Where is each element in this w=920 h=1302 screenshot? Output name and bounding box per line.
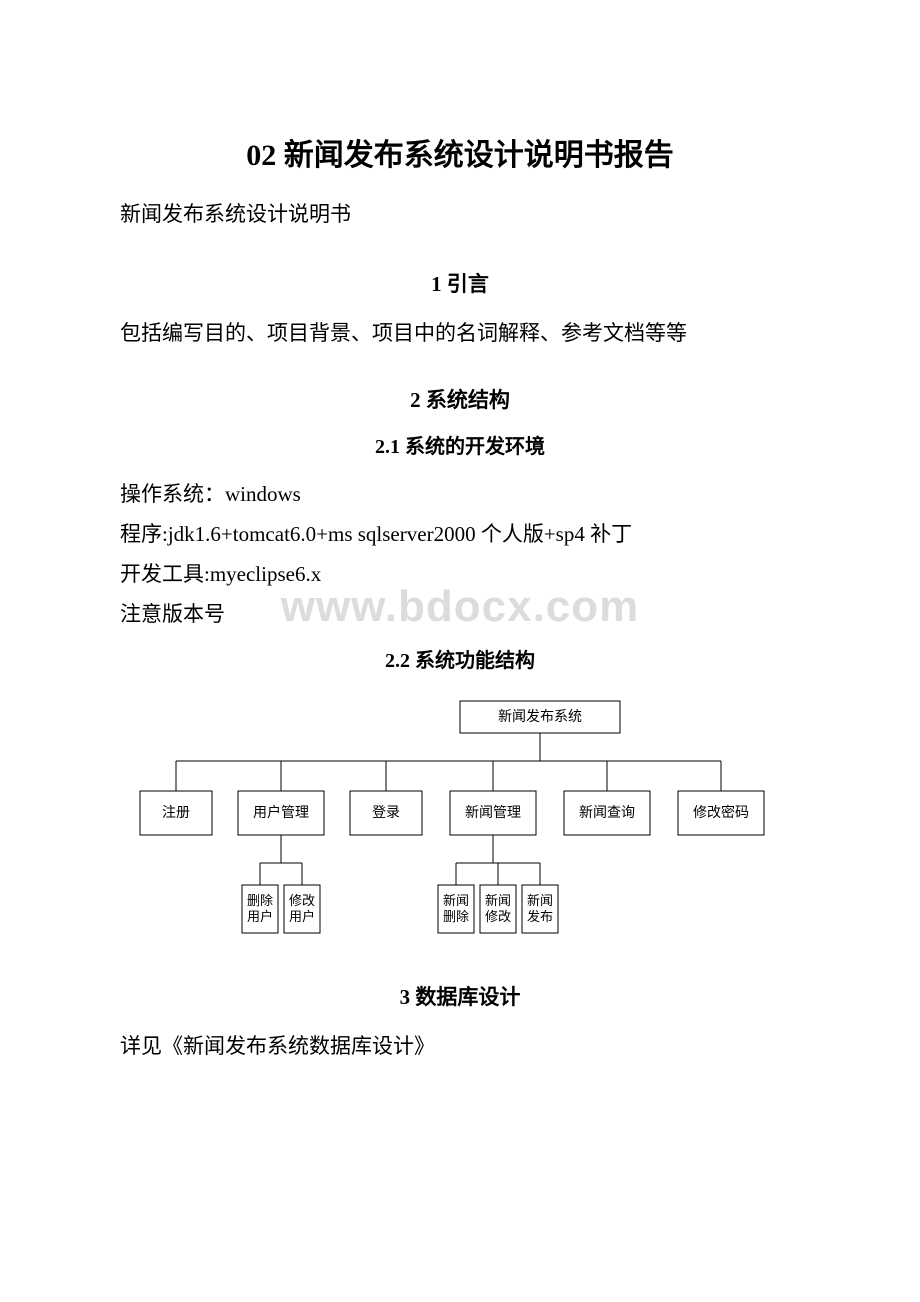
- env-line-note: 注意版本号: [120, 595, 800, 635]
- svg-text:新闻发布系统: 新闻发布系统: [498, 710, 582, 726]
- section-2-2-heading: 2.2 系统功能结构: [120, 644, 800, 673]
- svg-text:新闻管理: 新闻管理: [465, 806, 521, 822]
- svg-text:新闻: 新闻: [485, 893, 511, 908]
- section-2-heading: 2 系统结构: [120, 384, 800, 414]
- tree-diagram-svg: 新闻发布系统注册用户管理登录新闻管理新闻查询修改密码删除用户修改用户新闻删除新闻…: [120, 691, 800, 951]
- document-content: 02 新闻发布系统设计说明书报告 新闻发布系统设计说明书 1 引言 包括编写目的…: [120, 130, 800, 1067]
- document-subtitle: 新闻发布系统设计说明书: [120, 198, 800, 228]
- env-line-os: 操作系统：windows: [120, 475, 800, 515]
- svg-text:新闻: 新闻: [443, 893, 469, 908]
- section-3-body: 详见《新闻发布系统数据库设计》: [120, 1027, 800, 1067]
- svg-text:修改: 修改: [485, 909, 511, 924]
- system-function-tree: 新闻发布系统注册用户管理登录新闻管理新闻查询修改密码删除用户修改用户新闻删除新闻…: [120, 691, 800, 951]
- svg-text:注册: 注册: [162, 806, 190, 822]
- svg-text:删除: 删除: [247, 893, 273, 908]
- svg-text:用户: 用户: [247, 909, 273, 924]
- svg-text:修改密码: 修改密码: [693, 805, 749, 822]
- svg-text:新闻: 新闻: [527, 893, 553, 908]
- svg-text:用户: 用户: [289, 909, 315, 924]
- section-1-heading: 1 引言: [120, 268, 800, 298]
- svg-text:删除: 删除: [443, 909, 469, 924]
- svg-text:新闻查询: 新闻查询: [579, 806, 635, 822]
- svg-text:用户管理: 用户管理: [253, 805, 309, 822]
- svg-text:登录: 登录: [372, 806, 400, 822]
- section-2-1-heading: 2.1 系统的开发环境: [120, 430, 800, 459]
- section-1-body: 包括编写目的、项目背景、项目中的名词解释、参考文档等等: [120, 314, 800, 354]
- section-3-heading: 3 数据库设计: [120, 981, 800, 1011]
- document-title: 02 新闻发布系统设计说明书报告: [120, 130, 800, 174]
- svg-text:发布: 发布: [527, 909, 553, 924]
- env-line-tool: 开发工具:myeclipse6.x: [120, 555, 800, 595]
- env-line-program: 程序:jdk1.6+tomcat6.0+ms sqlserver2000 个人版…: [120, 515, 800, 555]
- svg-text:修改: 修改: [289, 893, 315, 908]
